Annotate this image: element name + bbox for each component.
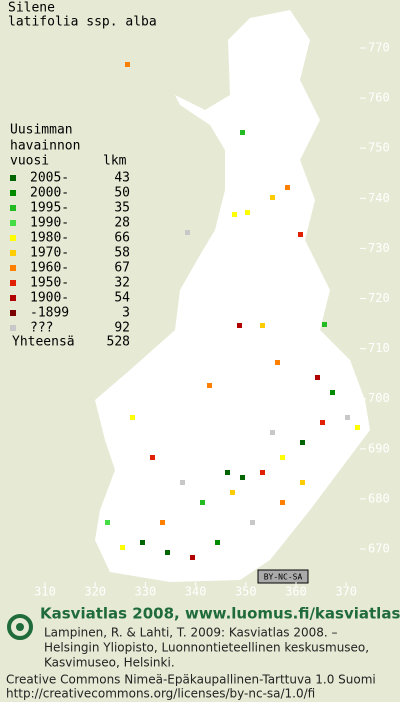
legend-label: 2000- [30, 186, 69, 201]
y-tick-label: 720 [368, 291, 390, 305]
legend-label: 1970- [30, 246, 69, 261]
legend-count-header: lkm [103, 154, 127, 169]
x-tick-label: 370 [335, 585, 357, 599]
legend-swatch [10, 280, 16, 286]
y-tick-label: 750 [368, 141, 390, 155]
legend-label: ??? [30, 321, 53, 336]
title: latifolia ssp. alba [8, 15, 157, 30]
x-tick-label: 310 [34, 585, 56, 599]
y-tick-label: 700 [368, 391, 390, 405]
legend-count: 50 [114, 186, 130, 201]
y-tick-label: 760 [368, 91, 390, 105]
legend-label: 1960- [30, 261, 69, 276]
x-tick-label: 330 [135, 585, 157, 599]
legend-total-label: Yhteensä [12, 335, 75, 350]
legend-count: 67 [114, 261, 130, 276]
legend-count: 32 [114, 276, 130, 291]
license-url[interactable]: http://creativecommons.org/licenses/by-n… [6, 687, 315, 701]
y-tick-label: 680 [368, 491, 390, 505]
legend-swatch [10, 235, 16, 241]
legend-heading: havainnon [10, 139, 80, 154]
legend-count: 3 [122, 306, 130, 321]
finland-outline [95, 10, 370, 582]
map: BY-NC-SA [95, 10, 370, 584]
legend-label: -1899 [30, 306, 69, 321]
legend-label: 2005- [30, 171, 69, 186]
legend-label: 1950- [30, 276, 69, 291]
legend-swatch [10, 310, 16, 316]
y-tick-label: 670 [368, 542, 390, 556]
legend-label: 1980- [30, 231, 69, 246]
y-tick-label: 740 [368, 191, 390, 205]
citation: Lampinen, R. & Lahti, T. 2009: Kasviatla… [44, 626, 338, 640]
y-tick-label: 710 [368, 341, 390, 355]
x-tick-label: 350 [235, 585, 257, 599]
legend-swatch [10, 295, 16, 301]
legend-count: 43 [114, 171, 130, 186]
legend-count: 28 [114, 216, 130, 231]
citation: Kasvimuseo, Helsinki. [44, 656, 175, 670]
x-tick-label: 340 [185, 585, 207, 599]
license: Creative Commons Nimeä-Epäkaupallinen-Ta… [6, 673, 376, 687]
logo [7, 614, 33, 640]
legend-total: 528 [107, 335, 130, 350]
occurrences [105, 130, 360, 560]
legend-count: 92 [114, 321, 130, 336]
legend-count: 54 [114, 291, 130, 306]
license-badge-text: BY-NC-SA [264, 573, 303, 582]
license-badge: BY-NC-SA [257, 569, 309, 584]
y-tick-label: 770 [368, 41, 390, 55]
legend-swatch [10, 220, 16, 226]
citation: Helsingin Yliopisto, Luonnontieteellinen… [44, 641, 369, 655]
legend-swatch [10, 250, 16, 256]
legend-swatch [10, 265, 16, 271]
legend-swatch [10, 175, 16, 181]
legend-swatch [10, 205, 16, 211]
legend-swatch [10, 325, 16, 331]
legend-count: 66 [114, 231, 130, 246]
legend-swatch [10, 190, 16, 196]
legend-heading: Uusimman [10, 123, 73, 138]
x-tick-label: 360 [285, 585, 307, 599]
legend-label: 1900- [30, 291, 69, 306]
legend-count: 35 [114, 201, 130, 216]
legend-heading: vuosi [10, 154, 49, 169]
title: Silene [8, 1, 55, 16]
occurrence [125, 62, 130, 67]
legend-count: 58 [114, 246, 130, 261]
x-tick-label: 320 [84, 585, 106, 599]
brand: Kasviatlas 2008, www.luomus.fi/kasviatla… [40, 605, 400, 623]
y-tick-label: 690 [368, 441, 390, 455]
y-tick-label: 730 [368, 241, 390, 255]
legend-label: 1990- [30, 216, 69, 231]
legend-label: 1995- [30, 201, 69, 216]
